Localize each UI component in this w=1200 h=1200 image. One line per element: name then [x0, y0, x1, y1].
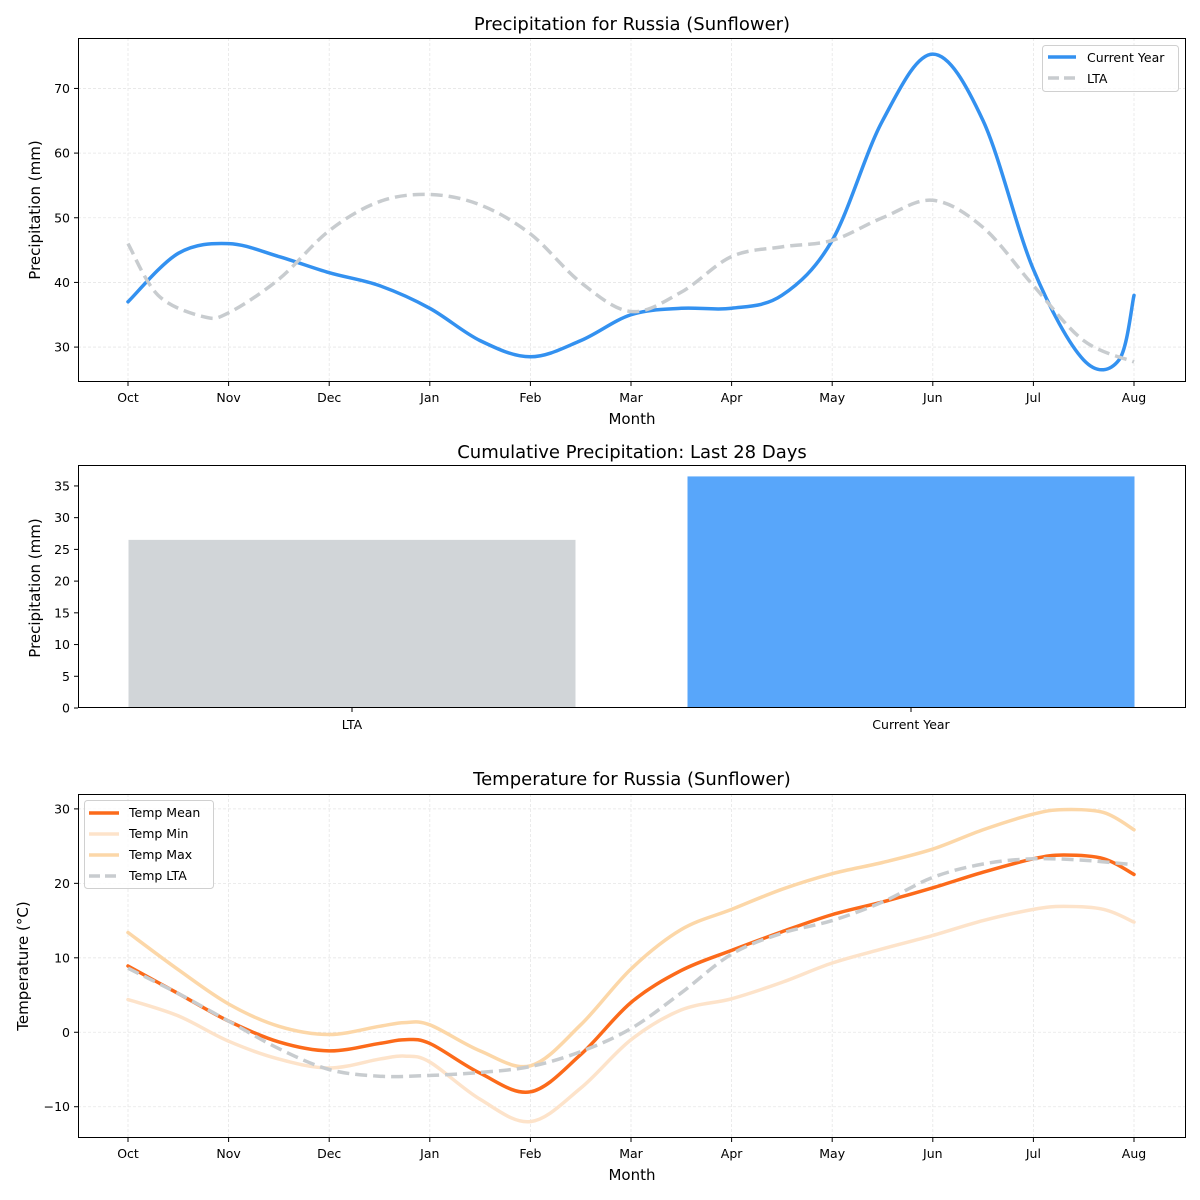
chart2-ytick-label-35: 35 [54, 478, 70, 493]
chart1-legend: Current Year LTA [1042, 45, 1179, 92]
chart2-bars [128, 476, 1135, 708]
chart3-ytick-label-30: 30 [54, 801, 70, 816]
chart3-ytick-label-10: 10 [54, 950, 70, 965]
chart3-xtick-label-jan: Jan [419, 1146, 439, 1161]
chart3-ytick-label-20: 20 [54, 876, 70, 891]
chart1-ylabel: Precipitation (mm) [26, 140, 44, 279]
legend-label-current-year: Current Year [1087, 50, 1165, 65]
precipitation-line-chart: Precipitation for Russia (Sunflower) Oct… [26, 14, 1186, 428]
chart1-xtick-label-dec: Dec [317, 390, 341, 405]
chart3-series-temp-lta [127, 856, 1135, 1079]
chart1-xtick-label-feb: Feb [519, 390, 541, 405]
chart3-xtick-label-oct: Oct [117, 1146, 139, 1161]
chart3-ytick-label-0: 0 [62, 1025, 70, 1040]
chart2-xtick-label-lta: LTA [342, 717, 363, 732]
chart3-y-ticks: −10 0 10 20 30 [44, 801, 78, 1114]
chart3-xtick-label-aug: Aug [1122, 1146, 1146, 1161]
chart1-ytick-label-60: 60 [54, 146, 70, 161]
chart1-x-ticks: Oct Nov Dec Jan Feb Mar Apr May Jun Jul Aug [117, 382, 1146, 405]
chart2-ytick-label-5: 5 [62, 669, 70, 684]
chart3-legend-box [84, 800, 214, 889]
chart3-series-temp-min [126, 904, 1136, 1124]
chart2-axes-frame [78, 465, 1186, 708]
chart2-ytick-label-10: 10 [54, 637, 70, 652]
chart3-legend: Temp Mean Temp Min Temp Max Temp LTA [84, 800, 214, 889]
bar-current-year [687, 476, 1135, 708]
chart2-title: Cumulative Precipitation: Last 28 Days [457, 442, 807, 463]
chart3-series-temp-max [126, 807, 1136, 1069]
chart3-xlabel: Month [608, 1166, 655, 1184]
legend-label-temp-min: Temp Min [128, 826, 188, 841]
chart1-xtick-label-nov: Nov [216, 390, 241, 405]
chart2-ylabel: Precipitation (mm) [26, 518, 44, 657]
chart3-x-ticks: Oct Nov Dec Jan Feb Mar Apr May Jun Jul Aug [117, 1138, 1146, 1161]
chart1-xlabel: Month [608, 410, 655, 428]
chart3-xtick-label-may: May [819, 1146, 845, 1161]
bar-lta [128, 539, 576, 708]
chart1-xtick-label-jun: Jun [922, 390, 943, 405]
chart1-series-lta [126, 192, 1135, 364]
chart2-y-ticks: 0 5 10 15 20 25 30 35 [54, 478, 78, 716]
chart3-xtick-label-mar: Mar [619, 1146, 643, 1161]
chart3-axes-frame [78, 794, 1186, 1138]
chart1-xtick-label-aug: Aug [1122, 390, 1146, 405]
chart3-title: Temperature for Russia (Sunflower) [472, 769, 791, 790]
chart3-xtick-label-apr: Apr [721, 1146, 743, 1161]
legend-label-temp-mean: Temp Mean [128, 805, 200, 820]
chart1-legend-box [1042, 45, 1179, 92]
chart1-xtick-label-oct: Oct [117, 390, 139, 405]
chart3-ytick-label-10: −10 [44, 1099, 70, 1114]
legend-label-temp-lta: Temp LTA [128, 868, 187, 883]
chart3-xtick-label-dec: Dec [317, 1146, 341, 1161]
chart2-xtick-label-current-year: Current Year [872, 717, 950, 732]
chart1-axes-frame [78, 38, 1186, 382]
chart1-xtick-label-jan: Jan [419, 390, 439, 405]
chart2-ytick-label-0: 0 [62, 701, 70, 716]
chart1-ytick-label-50: 50 [54, 210, 70, 225]
chart3-xtick-label-jun: Jun [922, 1146, 943, 1161]
chart3-xtick-label-jul: Jul [1025, 1146, 1041, 1161]
chart1-xtick-label-may: May [819, 390, 845, 405]
legend-label-temp-max: Temp Max [128, 847, 192, 862]
chart2-ytick-label-20: 20 [54, 574, 70, 589]
cumulative-precipitation-bar-chart: Cumulative Precipitation: Last 28 Days L… [26, 442, 1186, 732]
chart1-ytick-label-30: 30 [54, 340, 70, 355]
chart2-ytick-label-25: 25 [54, 542, 70, 557]
chart1-title: Precipitation for Russia (Sunflower) [474, 14, 790, 35]
chart1-xtick-label-apr: Apr [721, 390, 743, 405]
chart2-ytick-label-30: 30 [54, 510, 70, 525]
chart1-ytick-label-70: 70 [54, 81, 70, 96]
chart2-ytick-label-15: 15 [54, 605, 70, 620]
chart3-series-temp-mean [126, 853, 1136, 1095]
chart3-ylabel: Temperature (°C) [14, 901, 32, 1031]
chart3-series [126, 807, 1136, 1124]
chart1-xtick-label-jul: Jul [1025, 390, 1041, 405]
chart1-y-ticks: 30 40 50 60 70 [54, 81, 78, 355]
chart2-x-ticks: LTA Current Year [342, 708, 951, 732]
chart1-xtick-label-mar: Mar [619, 390, 643, 405]
chart1-grid [78, 38, 1186, 382]
chart1-series-current-year [126, 52, 1136, 372]
chart1-series [126, 52, 1136, 372]
legend-label-lta: LTA [1087, 71, 1108, 86]
temperature-line-chart: Temperature for Russia (Sunflower) Oct No… [14, 769, 1186, 1184]
chart3-xtick-label-feb: Feb [519, 1146, 541, 1161]
chart1-ytick-label-40: 40 [54, 275, 70, 290]
chart3-xtick-label-nov: Nov [216, 1146, 241, 1161]
chart3-grid [78, 794, 1186, 1138]
